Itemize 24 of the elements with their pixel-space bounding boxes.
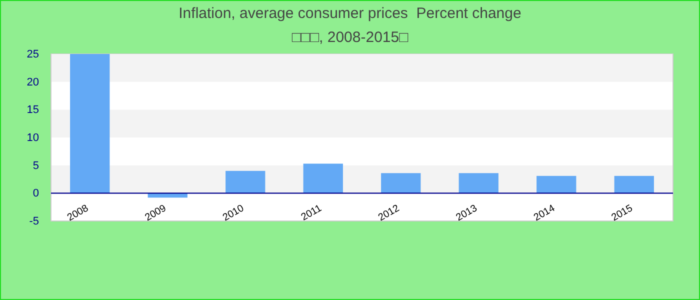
y-tick-label: 5 [32, 160, 39, 172]
x-tick-label: 2014 [532, 202, 558, 224]
x-tick-label: 2012 [376, 202, 402, 224]
y-tick-label: 20 [26, 76, 39, 88]
bar [303, 164, 343, 194]
y-tick-label: 25 [26, 48, 39, 61]
bar [70, 54, 110, 194]
bar [614, 176, 654, 194]
chart-subtitle: □□□, 2008-2015□ [292, 29, 410, 46]
x-tick-label: 2011 [300, 202, 324, 224]
bar [458, 173, 498, 194]
y-tick-label: -5 [29, 216, 39, 228]
x-tick-label: 2009 [143, 202, 169, 224]
chart-title: Inflation, average consumer prices Percent change [178, 5, 522, 22]
y-tick-label: 0 [32, 188, 39, 200]
y-tick-label: 10 [26, 132, 39, 144]
bar [381, 173, 421, 194]
x-tick-label: 2013 [454, 202, 480, 224]
y-tick-label: 15 [26, 104, 39, 116]
bar [536, 176, 576, 194]
x-tick-label: 2008 [66, 202, 91, 224]
x-tick-label: 2010 [221, 202, 246, 224]
bar [226, 170, 266, 194]
x-tick-label: 2015 [610, 202, 636, 224]
